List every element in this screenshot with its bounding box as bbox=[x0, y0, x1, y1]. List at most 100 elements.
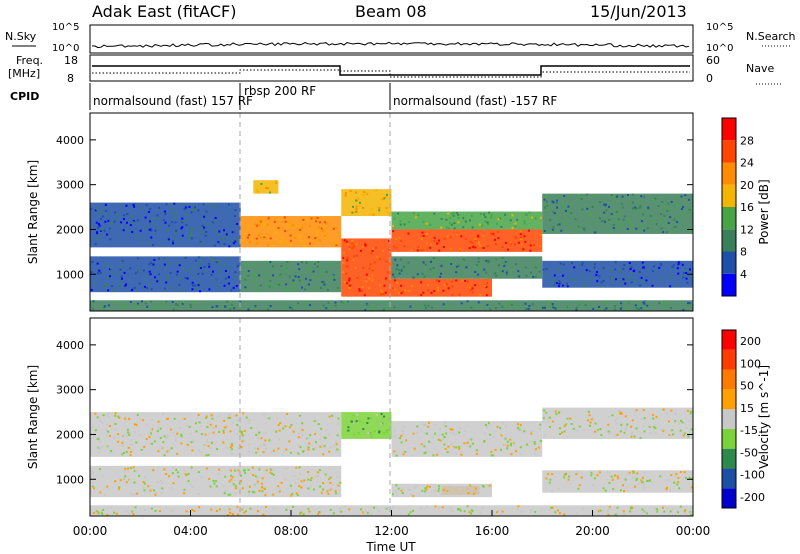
data-band bbox=[253, 180, 279, 194]
data-speckle bbox=[175, 468, 178, 471]
data-speckle bbox=[496, 425, 499, 428]
data-speckle bbox=[185, 424, 188, 427]
data-speckle bbox=[346, 282, 349, 285]
data-speckle bbox=[95, 510, 98, 513]
data-speckle bbox=[674, 474, 677, 477]
data-speckle bbox=[451, 510, 454, 513]
data-speckle bbox=[660, 219, 663, 222]
data-speckle bbox=[172, 242, 175, 245]
data-band bbox=[391, 278, 492, 297]
data-speckle bbox=[344, 192, 347, 195]
data-speckle bbox=[124, 510, 127, 513]
data-speckle bbox=[372, 506, 375, 509]
data-speckle bbox=[488, 211, 491, 214]
data-speckle bbox=[212, 258, 215, 261]
data-speckle bbox=[121, 259, 124, 262]
data-speckle bbox=[655, 508, 658, 511]
data-speckle bbox=[459, 509, 462, 512]
data-speckle bbox=[122, 477, 125, 480]
data-speckle bbox=[633, 435, 636, 438]
data-speckle bbox=[477, 260, 480, 263]
data-speckle bbox=[106, 485, 109, 488]
data-speckle bbox=[269, 304, 272, 307]
data-speckle bbox=[124, 284, 127, 287]
data-speckle bbox=[336, 448, 339, 451]
cpid-segment-1: normalsound (fast) 157 RF bbox=[93, 94, 253, 108]
data-speckle bbox=[114, 480, 117, 483]
data-speckle bbox=[209, 423, 212, 426]
data-speckle bbox=[254, 447, 257, 450]
data-speckle bbox=[252, 306, 255, 309]
data-speckle bbox=[199, 290, 202, 293]
data-speckle bbox=[257, 190, 260, 193]
data-speckle bbox=[236, 423, 239, 426]
data-speckle bbox=[456, 508, 459, 511]
data-speckle bbox=[181, 287, 184, 290]
data-speckle bbox=[543, 230, 546, 233]
data-speckle bbox=[531, 303, 534, 306]
data-speckle bbox=[300, 286, 303, 289]
data-speckle bbox=[400, 434, 403, 437]
data-speckle bbox=[687, 409, 690, 412]
data-speckle bbox=[651, 270, 654, 273]
data-speckle bbox=[312, 220, 315, 223]
data-speckle bbox=[497, 237, 500, 240]
data-speckle bbox=[298, 279, 301, 282]
data-speckle bbox=[495, 430, 498, 433]
data-speckle bbox=[190, 267, 193, 270]
data-speckle bbox=[229, 416, 232, 419]
data-speckle bbox=[410, 493, 413, 496]
data-speckle bbox=[458, 431, 461, 434]
data-speckle bbox=[253, 263, 256, 266]
data-speckle bbox=[676, 285, 679, 288]
data-speckle bbox=[449, 217, 452, 220]
data-speckle bbox=[517, 305, 520, 308]
data-speckle bbox=[343, 193, 346, 196]
data-speckle bbox=[282, 427, 285, 430]
data-speckle bbox=[385, 193, 388, 196]
data-speckle bbox=[135, 203, 138, 206]
data-speckle bbox=[428, 440, 431, 443]
data-speckle bbox=[614, 434, 617, 437]
data-speckle bbox=[395, 484, 398, 487]
data-speckle bbox=[622, 510, 625, 513]
data-speckle bbox=[685, 272, 688, 275]
data-speckle bbox=[614, 513, 617, 516]
data-speckle bbox=[242, 217, 245, 220]
data-speckle bbox=[444, 258, 447, 261]
data-speckle bbox=[424, 487, 427, 490]
data-speckle bbox=[300, 427, 303, 430]
data-speckle bbox=[558, 427, 561, 430]
data-speckle bbox=[224, 475, 227, 478]
data-speckle bbox=[607, 423, 610, 426]
data-speckle bbox=[99, 271, 102, 274]
data-speckle bbox=[688, 268, 691, 271]
data-speckle bbox=[218, 430, 221, 433]
data-speckle bbox=[271, 244, 274, 247]
data-speckle bbox=[562, 204, 565, 207]
data-speckle bbox=[600, 281, 603, 284]
data-speckle bbox=[611, 220, 614, 223]
data-speckle bbox=[236, 419, 239, 422]
data-speckle bbox=[546, 204, 549, 207]
data-speckle bbox=[295, 225, 298, 228]
data-speckle bbox=[450, 280, 453, 283]
data-speckle bbox=[112, 289, 115, 292]
data-speckle bbox=[308, 442, 311, 445]
data-speckle bbox=[127, 431, 130, 434]
data-speckle bbox=[440, 272, 443, 275]
data-speckle bbox=[248, 493, 251, 496]
data-speckle bbox=[651, 413, 654, 416]
data-speckle bbox=[446, 235, 449, 238]
data-speckle bbox=[635, 210, 638, 213]
data-speckle bbox=[336, 475, 339, 478]
data-speckle bbox=[498, 302, 501, 305]
data-speckle bbox=[461, 279, 464, 282]
cpid-label: CPID bbox=[10, 90, 39, 103]
data-speckle bbox=[215, 480, 218, 483]
data-speckle bbox=[316, 265, 319, 268]
data-speckle bbox=[319, 269, 322, 272]
data-speckle bbox=[518, 428, 521, 431]
data-speckle bbox=[662, 430, 665, 433]
data-speckle bbox=[400, 489, 403, 492]
